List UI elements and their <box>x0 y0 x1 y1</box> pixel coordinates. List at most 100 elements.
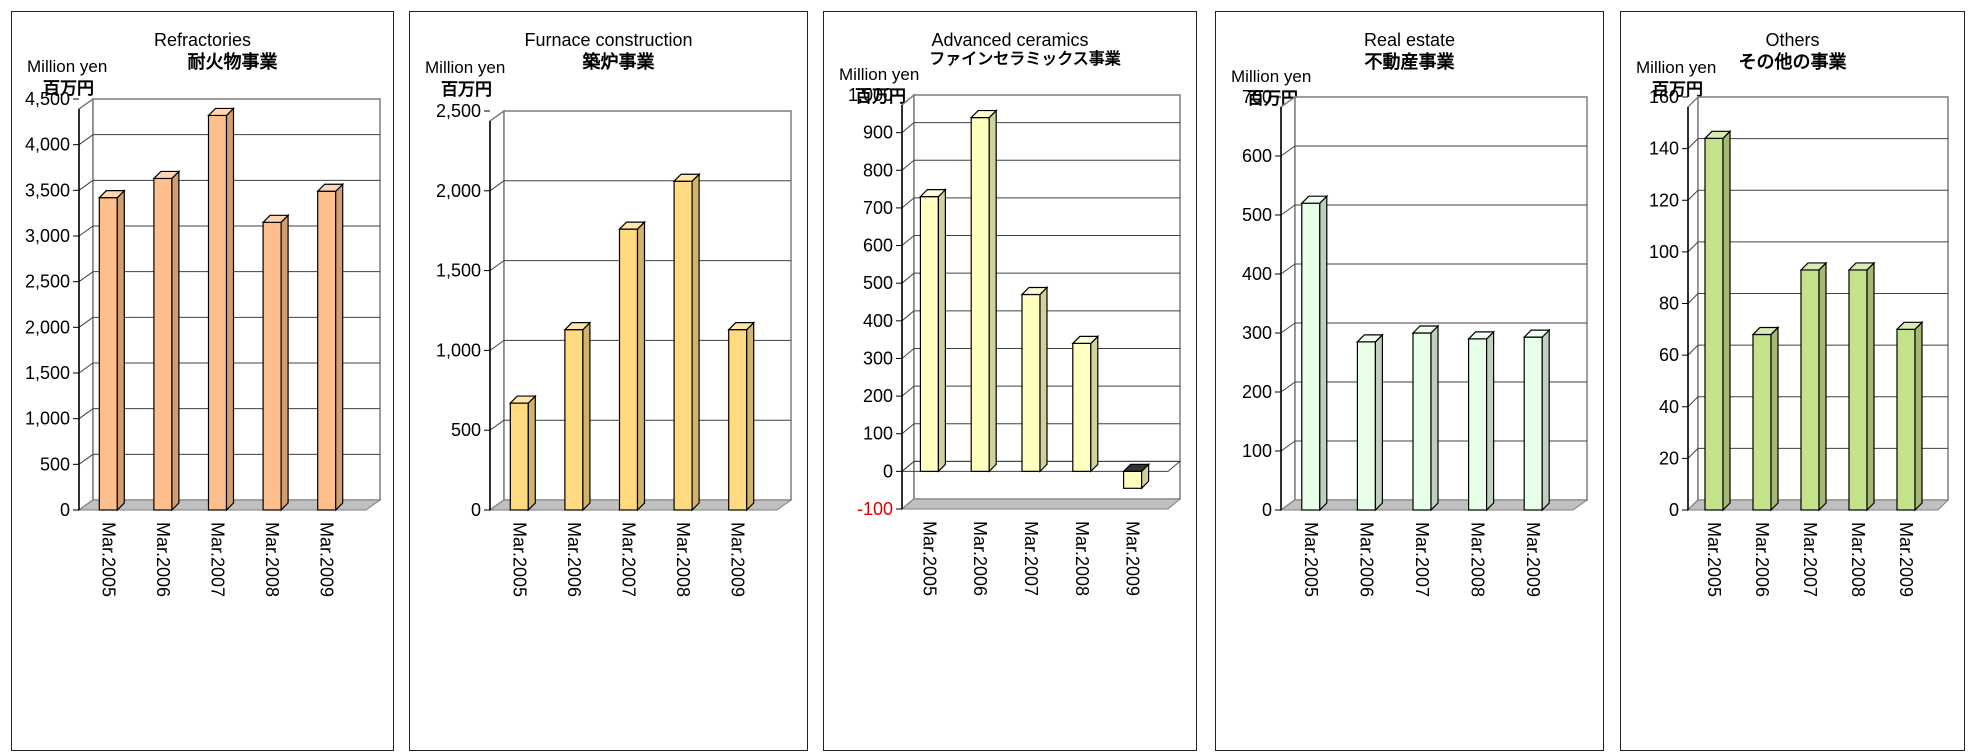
y-tick-label: 2,000 <box>25 317 70 337</box>
bar-side <box>1914 320 1923 512</box>
y-tick-label: 80 <box>1659 294 1679 314</box>
bar-side <box>1818 261 1827 512</box>
bar-side <box>1319 194 1328 512</box>
bar-side <box>116 189 125 512</box>
x-tick-label: Mar.2007 <box>208 522 228 597</box>
y-tick-label: 200 <box>863 386 893 406</box>
y-tick-label: 200 <box>1242 382 1272 402</box>
bar-side <box>1430 324 1439 512</box>
gridline-side <box>1687 448 1699 459</box>
x-tick-label: Mar.2007 <box>1021 521 1041 596</box>
bar-top <box>1411 325 1440 334</box>
x-tick-label: Mar.2006 <box>564 522 584 597</box>
chart-title: Real estate <box>1363 30 1456 50</box>
bar-top <box>1799 262 1828 271</box>
gridline-side <box>1280 381 1296 393</box>
bar <box>1523 336 1543 511</box>
y-axis-unit-label: Million yen 百万円 <box>27 57 108 98</box>
gridline-side <box>1687 138 1699 149</box>
y-tick-label: 500 <box>863 273 893 293</box>
y-tick-label: 0 <box>1669 500 1679 520</box>
y-tick-label: 700 <box>863 198 893 218</box>
x-tick-label: Mar.2005 <box>509 522 529 597</box>
bar-side <box>1374 333 1383 512</box>
y-tick-label: 500 <box>451 420 481 440</box>
others-chart-panel: Others その他の事業 Million yen 百万円 0 20 40 60 80 1… <box>1620 11 1965 751</box>
bar <box>673 180 693 511</box>
gridline-side <box>489 339 505 351</box>
bar-top <box>727 322 756 331</box>
bar-top <box>563 322 592 331</box>
bar-side <box>988 109 997 473</box>
y-axis-unit-label: Million yen 百万円 <box>1231 67 1312 108</box>
gridline-side <box>78 362 94 374</box>
advanced-ceramics-chart-panel: Advanced ceramics ファインセラミックス事業 Million y… <box>823 11 1197 751</box>
gridline-side <box>489 180 505 192</box>
bar-top <box>1071 335 1100 344</box>
gridline-side <box>901 122 915 134</box>
gridline-side <box>78 453 94 465</box>
gridline-side <box>78 271 94 283</box>
bar <box>1301 202 1321 511</box>
gridline-side <box>1280 440 1296 452</box>
bar <box>262 221 282 511</box>
bar <box>1800 269 1820 511</box>
y-axis-unit-label: Million yen 百万円 <box>425 58 506 99</box>
chart-plot: 0 500 1,000 1,500 2,000 2,500 Mar.2005 Mar.2006… <box>436 101 793 597</box>
bar-top <box>672 173 701 182</box>
gridline-side <box>901 159 915 171</box>
gridline-side <box>901 310 915 322</box>
y-tick-label: 400 <box>1242 264 1272 284</box>
chart-title: Others <box>1765 30 1820 50</box>
chart-plot: 0 500 1,000 1,500 2,000 2,500 3,000 3,500 4,000 4… <box>25 89 382 597</box>
bar-side <box>937 188 947 473</box>
side-wall <box>1687 95 1699 512</box>
x-tick-label: Mar.2005 <box>1301 522 1321 597</box>
y-tick-label: 20 <box>1659 448 1679 468</box>
bar-top <box>1020 286 1049 296</box>
y-tick-label: 0 <box>883 461 893 481</box>
bar <box>1356 341 1376 511</box>
bar-side <box>1541 328 1550 512</box>
chart-subtitle: その他の事業 <box>1738 52 1847 72</box>
bar-side <box>1039 286 1048 473</box>
x-tick-label: Mar.2006 <box>1752 522 1772 597</box>
refractories-chart-panel: Refractories 耐火物事業 Million yen 百万円 0 500 1… <box>11 11 394 751</box>
chart-subtitle: 築炉事業 <box>582 52 655 72</box>
y-tick-label: -100 <box>857 499 893 519</box>
bar <box>1072 342 1092 472</box>
gridline-side <box>78 134 94 146</box>
y-tick-label: 1,500 <box>25 363 70 383</box>
gridline-side <box>1280 322 1296 334</box>
gridline-side <box>901 385 915 397</box>
gridline-side <box>1687 241 1699 253</box>
x-tick-label: Mar.2006 <box>153 522 173 597</box>
x-tick-label: Mar.2005 <box>98 522 118 597</box>
bar-top <box>1300 195 1329 204</box>
y-axis-unit-label: Million yen 百万円 <box>839 65 920 106</box>
bar-top <box>261 214 290 223</box>
bar-side <box>225 106 235 512</box>
gridline-side <box>78 225 94 237</box>
y-tick-label: 100 <box>863 424 893 444</box>
chart-title: Refractories <box>153 30 252 50</box>
x-tick-label: Mar.2008 <box>1468 522 1488 597</box>
gridline-side <box>901 235 915 246</box>
gridline-side <box>1687 189 1699 201</box>
y-tick-label: 0 <box>60 500 70 520</box>
x-tick-label: Mar.2006 <box>1356 522 1376 597</box>
floor <box>900 498 1182 510</box>
bar-side <box>746 321 755 512</box>
y-tick-label: 40 <box>1659 397 1679 417</box>
x-tick-label: Mar.2009 <box>728 522 748 597</box>
bar-side <box>636 220 646 512</box>
gridline-side <box>1687 344 1699 356</box>
x-tick-label: Mar.2005 <box>919 521 939 596</box>
chart-title: Furnace construction <box>524 30 693 50</box>
gridline-side <box>489 419 505 431</box>
y-tick-label: 100 <box>1242 441 1272 461</box>
y-tick-label: 3,500 <box>25 180 70 200</box>
y-tick-label: 2,500 <box>25 272 70 292</box>
y-tick-label: 1,500 <box>436 261 481 281</box>
y-tick-label: 0 <box>471 500 481 520</box>
